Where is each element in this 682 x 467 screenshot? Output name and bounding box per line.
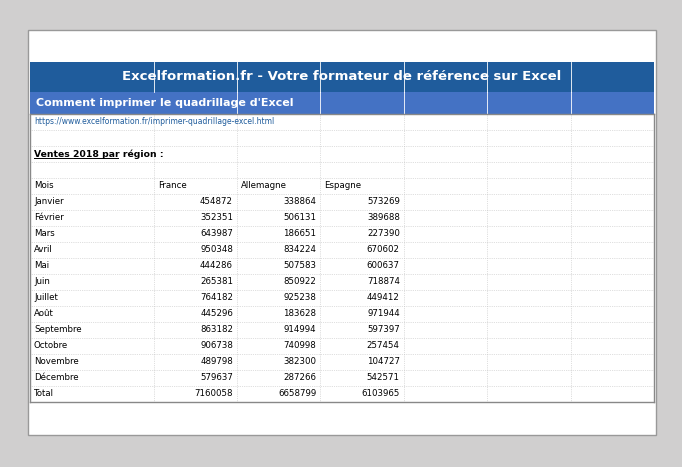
Text: 7160058: 7160058 [194, 389, 233, 398]
Text: Total: Total [34, 389, 54, 398]
Text: Décembre: Décembre [34, 374, 78, 382]
Text: 227390: 227390 [367, 229, 400, 239]
Text: 352351: 352351 [200, 213, 233, 222]
Text: 863182: 863182 [200, 325, 233, 334]
Text: 925238: 925238 [284, 293, 316, 303]
Text: Juillet: Juillet [34, 293, 58, 303]
Text: 971944: 971944 [367, 310, 400, 318]
Text: 643987: 643987 [201, 229, 233, 239]
Text: 389688: 389688 [367, 213, 400, 222]
Text: Allemagne: Allemagne [241, 182, 287, 191]
Text: 444286: 444286 [200, 262, 233, 270]
Text: 6103965: 6103965 [361, 389, 400, 398]
Text: 265381: 265381 [200, 277, 233, 286]
Text: https://www.excelformation.fr/imprimer-quadrillage-excel.html: https://www.excelformation.fr/imprimer-q… [34, 118, 274, 127]
Text: 906738: 906738 [201, 341, 233, 351]
Text: Espagne: Espagne [325, 182, 361, 191]
Text: 950348: 950348 [201, 246, 233, 255]
Text: 257454: 257454 [367, 341, 400, 351]
Text: 183628: 183628 [284, 310, 316, 318]
Text: 507583: 507583 [284, 262, 316, 270]
Bar [30, 62, 654, 92]
Text: Ventes 2018 par région :: Ventes 2018 par région : [34, 149, 164, 159]
Text: 445296: 445296 [201, 310, 233, 318]
Bar [30, 92, 654, 114]
Text: France: France [158, 182, 186, 191]
Bar [28, 30, 656, 435]
Text: Novembre: Novembre [34, 358, 78, 367]
Text: 597397: 597397 [367, 325, 400, 334]
Text: 104727: 104727 [367, 358, 400, 367]
Text: 850922: 850922 [284, 277, 316, 286]
Text: 764182: 764182 [200, 293, 233, 303]
Text: Juin: Juin [34, 277, 50, 286]
Text: 542571: 542571 [367, 374, 400, 382]
Text: Mars: Mars [34, 229, 55, 239]
Text: Février: Février [34, 213, 63, 222]
Text: 489798: 489798 [201, 358, 233, 367]
Text: Octobre: Octobre [34, 341, 68, 351]
Text: Janvier: Janvier [34, 198, 63, 206]
Text: Août: Août [34, 310, 54, 318]
Text: 506131: 506131 [284, 213, 316, 222]
Text: 338864: 338864 [284, 198, 316, 206]
Text: 287266: 287266 [284, 374, 316, 382]
Text: 670602: 670602 [367, 246, 400, 255]
Text: Mois: Mois [34, 182, 54, 191]
Text: 6658799: 6658799 [278, 389, 316, 398]
Text: 573269: 573269 [367, 198, 400, 206]
Text: 834224: 834224 [284, 246, 316, 255]
Text: 718874: 718874 [367, 277, 400, 286]
Text: 600637: 600637 [367, 262, 400, 270]
Text: 740998: 740998 [284, 341, 316, 351]
Text: Comment imprimer le quadrillage d'Excel: Comment imprimer le quadrillage d'Excel [36, 98, 293, 108]
Text: 454872: 454872 [200, 198, 233, 206]
Text: Septembre: Septembre [34, 325, 82, 334]
Text: 579637: 579637 [201, 374, 233, 382]
Text: Avril: Avril [34, 246, 53, 255]
Text: 382300: 382300 [284, 358, 316, 367]
Text: Mai: Mai [34, 262, 49, 270]
Text: 186651: 186651 [284, 229, 316, 239]
Text: 914994: 914994 [284, 325, 316, 334]
Text: 449412: 449412 [367, 293, 400, 303]
Text: Excelformation.fr - Votre formateur de référence sur Excel: Excelformation.fr - Votre formateur de r… [122, 71, 561, 84]
